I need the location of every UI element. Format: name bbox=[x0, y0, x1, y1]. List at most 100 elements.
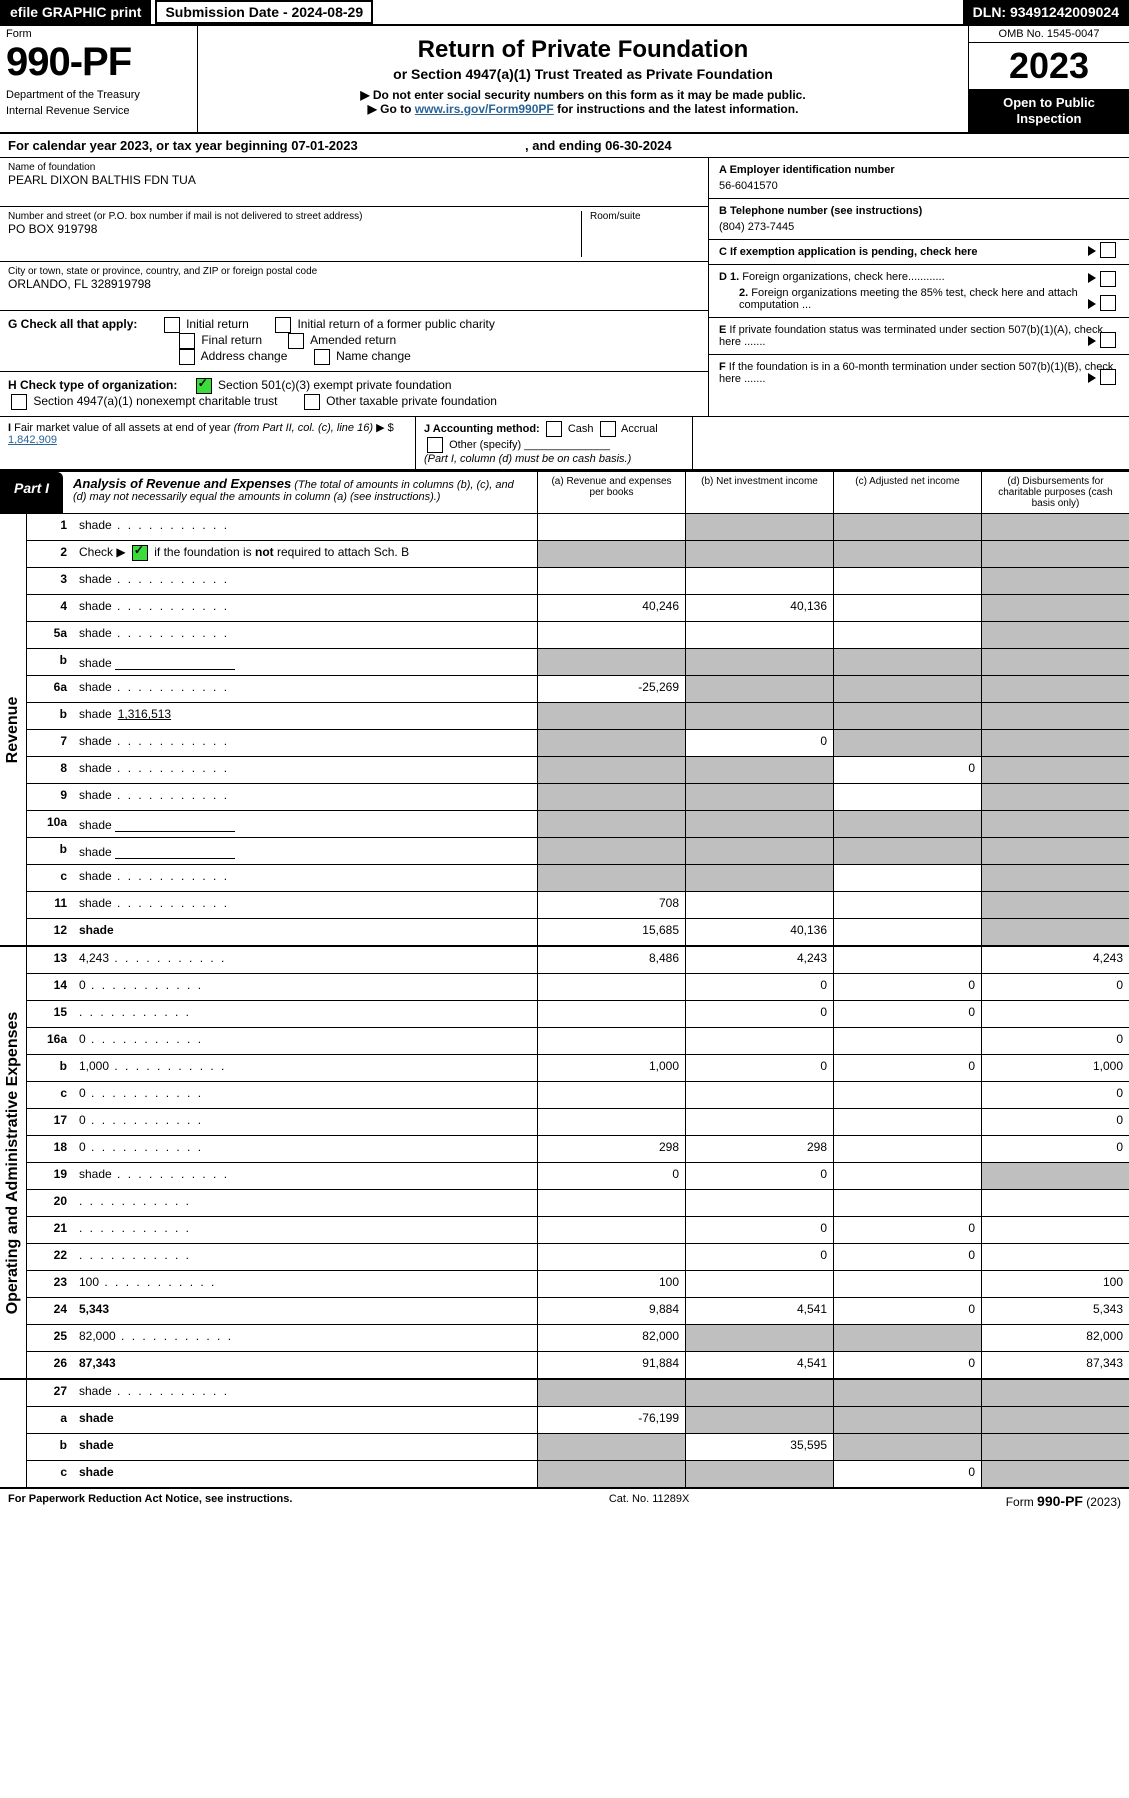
line-number: 1 bbox=[27, 514, 73, 540]
amount-cell bbox=[833, 568, 981, 594]
inline-input[interactable] bbox=[115, 842, 235, 859]
amount-cell bbox=[981, 892, 1129, 918]
inline-input[interactable] bbox=[115, 653, 235, 670]
foundation-city: ORLANDO, FL 328919798 bbox=[8, 277, 700, 291]
checkbox-final-return[interactable] bbox=[179, 333, 195, 349]
col-c-header: (c) Adjusted net income bbox=[833, 472, 981, 513]
checkbox-other-method[interactable] bbox=[427, 437, 443, 453]
amount-cell bbox=[981, 1380, 1129, 1406]
line-number: b bbox=[27, 703, 73, 729]
amount-cell bbox=[537, 838, 685, 864]
amount-cell bbox=[981, 541, 1129, 567]
checkbox-initial-former[interactable] bbox=[275, 317, 291, 333]
checkbox-d1[interactable] bbox=[1100, 271, 1116, 287]
line-number: 15 bbox=[27, 1001, 73, 1027]
amount-cell: 100 bbox=[981, 1271, 1129, 1297]
amount-cell: 298 bbox=[537, 1136, 685, 1162]
line-number: c bbox=[27, 865, 73, 891]
amount-cell bbox=[833, 541, 981, 567]
amount-cell bbox=[981, 676, 1129, 702]
amount-cell: 0 bbox=[981, 1028, 1129, 1054]
amount-cell: 0 bbox=[833, 1001, 981, 1027]
checkbox-501c3[interactable] bbox=[196, 378, 212, 394]
line-description: 82,000 bbox=[73, 1325, 537, 1351]
line-number: 27 bbox=[27, 1380, 73, 1406]
amount-cell bbox=[537, 514, 685, 540]
checkbox-d2[interactable] bbox=[1100, 295, 1116, 311]
line-description bbox=[73, 1001, 537, 1027]
entity-info-grid: Name of foundation PEARL DIXON BALTHIS F… bbox=[0, 158, 1129, 417]
line-number: b bbox=[27, 1434, 73, 1460]
amount-cell bbox=[981, 919, 1129, 945]
amount-cell: 0 bbox=[833, 1352, 981, 1378]
amount-cell: 0 bbox=[981, 1109, 1129, 1135]
amount-cell: 0 bbox=[981, 974, 1129, 1000]
form-instr-link[interactable]: www.irs.gov/Form990PF bbox=[415, 102, 554, 116]
checkbox-e[interactable] bbox=[1100, 332, 1116, 348]
amount-cell bbox=[981, 1461, 1129, 1487]
amount-cell bbox=[833, 1434, 981, 1460]
amount-cell bbox=[685, 838, 833, 864]
line-description: 0 bbox=[73, 1082, 537, 1108]
amount-cell bbox=[981, 568, 1129, 594]
table-row: b1,0001,000001,000 bbox=[27, 1055, 1129, 1082]
checkbox-name-change[interactable] bbox=[314, 349, 330, 365]
table-row: 27shade bbox=[27, 1380, 1129, 1407]
amount-cell bbox=[981, 838, 1129, 864]
line-number: 7 bbox=[27, 730, 73, 756]
amount-cell: 1,000 bbox=[981, 1055, 1129, 1081]
amount-cell bbox=[981, 703, 1129, 729]
amount-cell: 8,486 bbox=[537, 947, 685, 973]
checkbox-f[interactable] bbox=[1100, 369, 1116, 385]
checkbox-address-change[interactable] bbox=[179, 349, 195, 365]
revenue-grid: Revenue 1shade2Check ▶ if the foundation… bbox=[0, 514, 1129, 947]
e-label: If private foundation status was termina… bbox=[719, 324, 1103, 348]
form-header: Form 990-PF Department of the Treasury I… bbox=[0, 26, 1129, 134]
checkbox-other-taxable[interactable] bbox=[304, 394, 320, 410]
amount-cell bbox=[537, 649, 685, 675]
amount-cell bbox=[981, 1163, 1129, 1189]
line-description: shade bbox=[73, 595, 537, 621]
amount-cell bbox=[537, 703, 685, 729]
table-row: 12shade15,68540,136 bbox=[27, 919, 1129, 945]
line-number: 6a bbox=[27, 676, 73, 702]
omb-number: OMB No. 1545-0047 bbox=[969, 26, 1129, 43]
inline-input[interactable] bbox=[115, 815, 235, 832]
table-row: 6ashade-25,269 bbox=[27, 676, 1129, 703]
line-number: 20 bbox=[27, 1190, 73, 1216]
ein-value: 56-6041570 bbox=[719, 180, 1119, 192]
amount-cell: 0 bbox=[685, 1001, 833, 1027]
amount-cell bbox=[981, 1244, 1129, 1270]
amount-cell: 0 bbox=[537, 1163, 685, 1189]
i-value-link[interactable]: 1,842,909 bbox=[8, 434, 57, 446]
amount-cell bbox=[833, 947, 981, 973]
table-row: 1shade bbox=[27, 514, 1129, 541]
checkbox-cash[interactable] bbox=[546, 421, 562, 437]
amount-cell bbox=[833, 1190, 981, 1216]
line-description: shade bbox=[73, 1434, 537, 1460]
table-row: 2200 bbox=[27, 1244, 1129, 1271]
foundation-name: PEARL DIXON BALTHIS FDN TUA bbox=[8, 173, 700, 187]
checkbox-initial-return[interactable] bbox=[164, 317, 180, 333]
amount-cell bbox=[685, 703, 833, 729]
line-number: 11 bbox=[27, 892, 73, 918]
line-description: shade bbox=[73, 1163, 537, 1189]
form-instr-2: ▶ Go to www.irs.gov/Form990PF for instru… bbox=[206, 102, 960, 116]
checkbox-amended-return[interactable] bbox=[288, 333, 304, 349]
amount-cell bbox=[537, 730, 685, 756]
amount-cell bbox=[981, 1434, 1129, 1460]
d2-label: Foreign organizations meeting the 85% te… bbox=[739, 287, 1078, 311]
addr-label: Number and street (or P.O. box number if… bbox=[8, 211, 581, 222]
amount-cell bbox=[981, 514, 1129, 540]
amount-cell bbox=[981, 730, 1129, 756]
checkbox-4947a1[interactable] bbox=[11, 394, 27, 410]
arrow-icon bbox=[1088, 336, 1096, 346]
line-description: shade bbox=[73, 1380, 537, 1406]
table-row: 10ashade bbox=[27, 811, 1129, 838]
checkbox-accrual[interactable] bbox=[600, 421, 616, 437]
amount-cell bbox=[537, 1001, 685, 1027]
arrow-icon bbox=[1088, 299, 1096, 309]
checkbox-sch-b[interactable] bbox=[132, 545, 148, 561]
amount-cell: 40,136 bbox=[685, 595, 833, 621]
checkbox-c[interactable] bbox=[1100, 242, 1116, 258]
